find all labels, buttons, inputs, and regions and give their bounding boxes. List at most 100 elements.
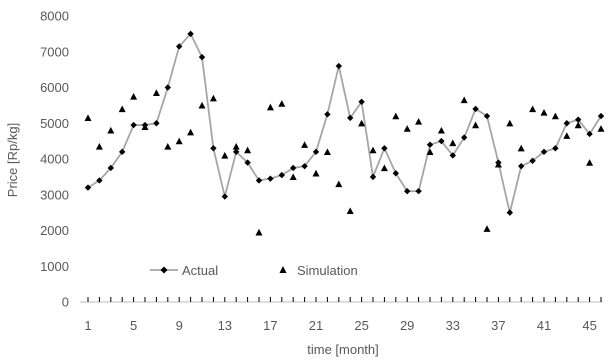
simulation-point bbox=[506, 119, 514, 127]
simulation-point bbox=[483, 225, 491, 232]
actual-point bbox=[198, 53, 206, 61]
actual-point bbox=[506, 209, 513, 216]
simulation-point bbox=[403, 125, 411, 132]
actual-point bbox=[278, 171, 285, 179]
actual-point bbox=[130, 121, 137, 129]
simulation-point bbox=[517, 144, 525, 152]
legend-simulation-marker bbox=[279, 266, 287, 273]
simulation-point bbox=[597, 125, 605, 132]
actual-point bbox=[96, 177, 103, 184]
actual-point bbox=[529, 157, 536, 164]
actual-point bbox=[233, 148, 240, 156]
simulation-point bbox=[130, 92, 138, 100]
y-tick-label: 7000 bbox=[40, 44, 69, 59]
actual-point bbox=[244, 159, 251, 166]
actual-point bbox=[324, 111, 331, 118]
actual-point bbox=[301, 162, 308, 170]
x-tick-label: 1 bbox=[84, 318, 91, 333]
simulation-point bbox=[472, 121, 480, 129]
actual-point bbox=[255, 177, 263, 184]
x-axis-tick-marks bbox=[87, 297, 602, 302]
actual-point bbox=[187, 30, 194, 38]
y-tick-label: 2000 bbox=[40, 223, 69, 238]
actual-point bbox=[176, 43, 183, 50]
simulation-point bbox=[141, 123, 149, 130]
simulation-point bbox=[540, 109, 548, 116]
simulation-point bbox=[529, 105, 537, 113]
simulation-point bbox=[437, 126, 445, 134]
simulation-point bbox=[289, 173, 297, 181]
legend-actual-label: Actual bbox=[182, 263, 218, 278]
actual-point bbox=[210, 145, 217, 152]
y-axis-ticks: 0 1000 2000 3000 4000 5000 6000 7000 8000 bbox=[40, 9, 69, 310]
actual-point bbox=[404, 187, 411, 195]
legend-simulation-label: Simulation bbox=[297, 263, 358, 278]
actual-point bbox=[290, 164, 297, 172]
x-tick-label: 41 bbox=[537, 318, 551, 333]
actual-point bbox=[119, 148, 126, 156]
actual-point bbox=[438, 137, 445, 145]
actual-point bbox=[267, 175, 274, 182]
simulation-point bbox=[426, 148, 434, 155]
actual-point bbox=[597, 112, 605, 120]
simulation-point bbox=[460, 96, 468, 104]
x-tick-label: 17 bbox=[263, 318, 277, 333]
simulation-point bbox=[278, 100, 286, 107]
simulation-point bbox=[301, 141, 309, 148]
x-tick-label: 5 bbox=[130, 318, 137, 333]
simulation-point bbox=[415, 117, 423, 125]
simulation-point bbox=[232, 142, 240, 150]
x-tick-label: 13 bbox=[218, 318, 232, 333]
actual-point bbox=[392, 170, 399, 177]
x-tick-label: 33 bbox=[446, 318, 460, 333]
actual-point bbox=[461, 134, 468, 141]
simulation-point bbox=[152, 89, 160, 97]
x-tick-label: 25 bbox=[354, 318, 368, 333]
actual-point bbox=[153, 120, 160, 127]
actual-point bbox=[540, 148, 548, 156]
simulation-point bbox=[586, 159, 594, 166]
legend-actual-marker bbox=[160, 266, 168, 274]
y-tick-label: 8000 bbox=[40, 9, 69, 24]
simulation-point bbox=[95, 142, 103, 150]
actual-point bbox=[84, 184, 92, 191]
actual-point bbox=[518, 162, 525, 170]
simulation-series-markers bbox=[84, 89, 605, 236]
y-axis-title: Price [Rp/kg] bbox=[5, 123, 20, 197]
simulation-point bbox=[221, 151, 229, 159]
simulation-point bbox=[369, 146, 377, 154]
actual-point bbox=[586, 130, 593, 138]
actual-point bbox=[381, 145, 388, 152]
x-axis-ticks: 1 5 9 13 17 21 25 29 33 37 41 45 bbox=[84, 318, 596, 333]
simulation-point bbox=[392, 112, 400, 120]
actual-point bbox=[358, 98, 365, 105]
simulation-point bbox=[494, 160, 502, 168]
simulation-point bbox=[255, 228, 263, 236]
y-tick-label: 6000 bbox=[40, 80, 69, 95]
simulation-point bbox=[164, 142, 172, 150]
y-tick-label: 3000 bbox=[40, 187, 69, 202]
simulation-point bbox=[244, 146, 252, 154]
actual-series-line bbox=[87, 32, 602, 213]
actual-point bbox=[483, 112, 491, 120]
simulation-point bbox=[107, 126, 115, 134]
y-tick-label: 0 bbox=[62, 295, 69, 310]
actual-point bbox=[312, 148, 320, 156]
x-axis-title: time [month] bbox=[307, 342, 379, 357]
actual-point bbox=[449, 152, 456, 159]
y-tick-label: 4000 bbox=[40, 152, 69, 167]
simulation-point bbox=[323, 148, 331, 155]
legend: Actual Simulation bbox=[150, 263, 358, 278]
simulation-point bbox=[358, 119, 366, 127]
simulation-point bbox=[209, 94, 217, 102]
simulation-point bbox=[175, 137, 183, 145]
x-tick-label: 45 bbox=[582, 318, 596, 333]
actual-point bbox=[426, 141, 434, 148]
simulation-point bbox=[449, 139, 457, 147]
actual-point bbox=[563, 120, 570, 127]
actual-point bbox=[347, 114, 354, 122]
actual-point bbox=[107, 164, 114, 172]
simulation-point bbox=[335, 180, 343, 188]
